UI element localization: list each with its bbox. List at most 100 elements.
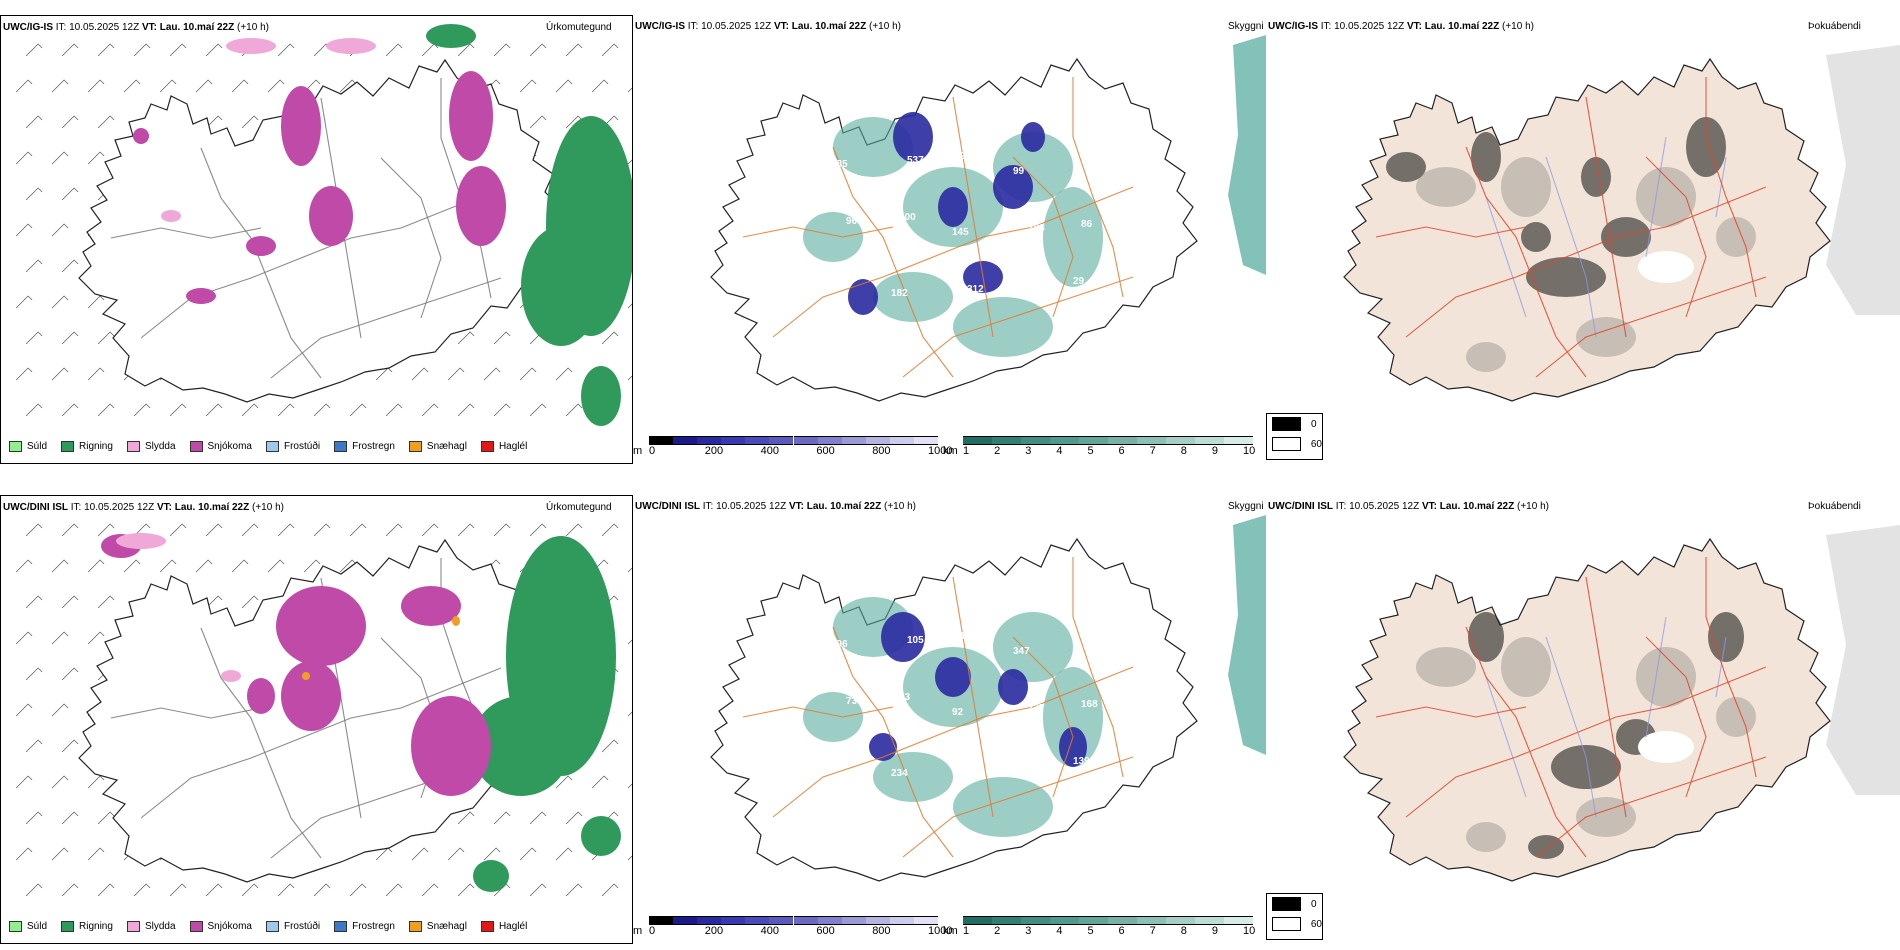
- ceiling-panel-row2: UWC/DINI ISL IT: 10.05.2025 12Z VT: Lau.…: [633, 495, 1266, 944]
- wind-barb: [457, 523, 475, 537]
- ceiling-label: 182: [891, 288, 908, 299]
- colorbar-unit: km: [943, 445, 958, 457]
- wind-barb: [15, 847, 33, 861]
- colorbar-tick-label: 400: [760, 445, 779, 457]
- wind-barb: [123, 559, 141, 573]
- fog-medium-area: [1466, 342, 1506, 372]
- road-line: [1705, 557, 1757, 778]
- ceiling-label: 133: [1021, 570, 1038, 581]
- legend-swatch: [61, 921, 75, 932]
- colorbar-segment: [1108, 436, 1137, 445]
- wind-barb: [447, 847, 465, 861]
- road-line: [1585, 96, 1627, 338]
- wind-barb: [51, 367, 69, 381]
- colorbar-segment: [1166, 436, 1195, 445]
- road-line: [1465, 626, 1587, 858]
- wind-barb: [169, 403, 187, 417]
- fog-legend: 0 60: [1266, 893, 1323, 940]
- wind-barb: [61, 739, 79, 753]
- ceiling-label: 312: [967, 284, 984, 295]
- colorbar-tick-label: 7: [1149, 445, 1156, 457]
- ceiling-label: 310: [1074, 585, 1091, 596]
- fog-legend-swatch: [1272, 897, 1301, 911]
- offshore-fog: [1826, 45, 1900, 315]
- colorbar-segment: [1195, 436, 1224, 445]
- wind-barb: [241, 115, 259, 129]
- ceiling-label: 78: [839, 102, 851, 113]
- wind-barb: [61, 595, 79, 609]
- low-ceiling-area: [935, 657, 971, 697]
- sleet-area: [161, 210, 181, 222]
- wind-barb: [61, 667, 79, 681]
- colorbar-segment: [1050, 916, 1079, 925]
- wind-barb: [205, 523, 223, 537]
- ceiling-label: 519: [967, 764, 984, 775]
- snow-area: [281, 86, 321, 166]
- legend-item: Frostregn: [334, 441, 395, 452]
- ceiling-visibility-map: 254 78 222 190 75 27 123 185 537 27 99 154 115 96 100 1…: [710, 35, 1266, 402]
- colorbar-segment: [673, 916, 698, 925]
- ceiling-label: 250: [906, 345, 923, 356]
- colorbar-segment: [992, 436, 1021, 445]
- legend-swatch: [408, 441, 422, 452]
- colorbar-segment: [745, 916, 770, 925]
- low-visibility-area: [1043, 187, 1103, 287]
- ceiling-colorbar: m 0 200 400 600 800 1000: [633, 436, 952, 460]
- fog-legend-row: 60: [1267, 914, 1322, 934]
- road-line: [110, 227, 262, 239]
- legend-item: Rigning: [61, 441, 113, 452]
- fog-medium-area: [1501, 637, 1551, 697]
- colorbar-segment: [865, 916, 890, 925]
- river-line: [1545, 636, 1597, 818]
- ceiling-label: 139: [1073, 756, 1090, 767]
- river-line: [1715, 636, 1727, 698]
- snow-area: [186, 288, 216, 304]
- low-ceiling-area: [848, 279, 878, 315]
- wind-barb: [25, 667, 43, 681]
- wind-barb: [159, 79, 177, 93]
- colorbar-segment: [963, 436, 992, 445]
- wind-barb: [15, 367, 33, 381]
- low-ceiling-area: [1021, 122, 1045, 152]
- legend-item: Slydda: [126, 921, 176, 932]
- colorbar-segment: [1166, 916, 1195, 925]
- colorbar-segment: [1021, 436, 1050, 445]
- low-visibility-area: [873, 272, 953, 322]
- wind-barb: [61, 883, 79, 897]
- colorbar-segment: [1137, 436, 1166, 445]
- colorbar-segment: [769, 916, 794, 925]
- fog-high-area: [1468, 612, 1504, 662]
- ceiling-label: 83: [899, 692, 911, 703]
- wind-barb: [565, 883, 583, 897]
- wind-barb: [15, 775, 33, 789]
- precip-legend: Súld Rigning Slydda Snjókoma Frostúði Frostre…: [9, 921, 541, 932]
- legend-item: Snæhagl: [408, 921, 467, 932]
- wind-barb: [87, 295, 105, 309]
- legend-item: Slydda: [126, 441, 176, 452]
- colorbar-tick-label: 6: [1118, 925, 1125, 937]
- wind-barb: [519, 79, 537, 93]
- wind-barb: [457, 811, 475, 825]
- legend-swatch: [61, 441, 75, 452]
- ceiling-label: 246: [777, 353, 794, 364]
- fog-high-area: [1471, 132, 1501, 182]
- wind-barb: [97, 595, 115, 609]
- iceland-landmass: [710, 57, 1198, 402]
- wind-barb: [529, 523, 547, 537]
- wind-barb: [123, 79, 141, 93]
- snow-area: [246, 236, 276, 256]
- wind-barb: [411, 367, 429, 381]
- ceiling-label: 311: [778, 643, 795, 654]
- legend-swatch: [480, 441, 494, 452]
- road-line: [772, 666, 1134, 818]
- wind-barb: [205, 403, 223, 417]
- wind-barb: [25, 739, 43, 753]
- wind-barb: [457, 331, 475, 345]
- rain-area: [521, 226, 601, 346]
- wind-barb: [457, 883, 475, 897]
- panel-title: Skyggni: [1228, 21, 1264, 32]
- wind-barb: [493, 403, 511, 417]
- wind-barb: [51, 847, 69, 861]
- wind-barb: [205, 883, 223, 897]
- road-line: [200, 147, 322, 379]
